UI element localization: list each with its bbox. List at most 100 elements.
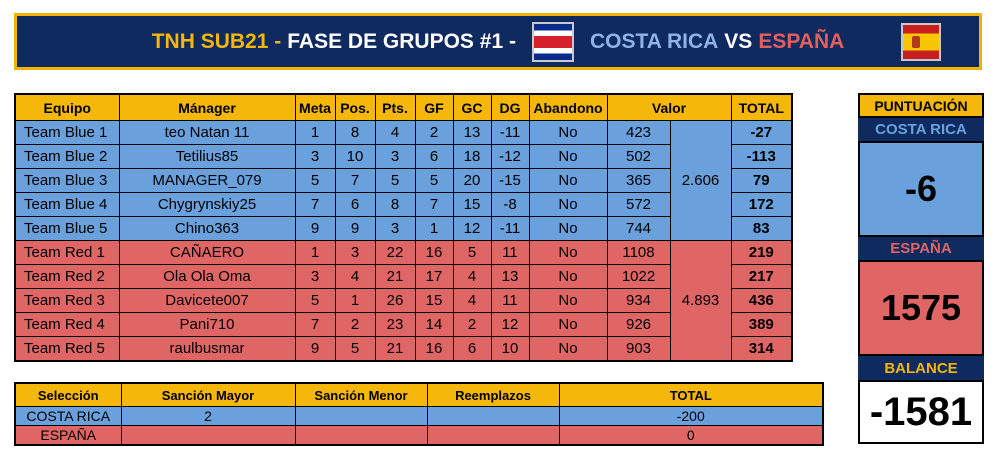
header-equipo: Equipo [14, 93, 120, 121]
spain-flag-icon [901, 23, 941, 61]
table-cell: 5 [414, 168, 454, 193]
table-row: Team Red 4 Pani710 7 2 23 14 2 12 No 926 389 [14, 312, 793, 337]
header-abandono: Abandono [528, 93, 608, 121]
sanction-cell: 0 [558, 425, 824, 446]
table-cell: 8 [374, 192, 416, 217]
results-table: Equipo Mánager Meta Pos. Pts. GF GC DG A… [14, 93, 793, 362]
table-cell: 5 [294, 288, 336, 313]
match-title: TNH SUB21 - FASE DE GRUPOS #1 - COSTA RI… [152, 21, 845, 62]
table-row: Team Blue 1 teo Natan 11 1 8 4 2 13 -11 No 423 2.6… [14, 120, 793, 241]
table-cell: 22 [374, 240, 416, 265]
table-cell: 11 [490, 240, 530, 265]
table-cell: 7 [294, 312, 336, 337]
header-sanction-total: TOTAL [558, 382, 824, 407]
table-row: Team Red 3 Davicete007 5 1 26 15 4 11 No 934 436 [14, 288, 793, 313]
sanction-cell [294, 425, 428, 446]
group-value-total: 2.606 [669, 120, 732, 241]
table-cell: 1022 [606, 264, 671, 289]
table-cell: 1 [294, 240, 336, 265]
title-team-a: COSTA RICA [589, 29, 719, 53]
table-cell: 4 [452, 264, 492, 289]
table-cell: 9 [294, 336, 336, 362]
table-cell: -11 [490, 216, 530, 241]
table-cell: No [528, 336, 608, 362]
sanction-cell: 2 [120, 406, 296, 426]
table-cell: 7 [334, 168, 376, 193]
table-cell: 12 [452, 216, 492, 241]
table-cell: -8 [490, 192, 530, 217]
table-cell: No [528, 144, 608, 169]
table-cell: raulbusmar [118, 336, 296, 362]
table-cell: Ola Ola Oma [118, 264, 296, 289]
table-cell: 17 [414, 264, 454, 289]
table-cell: Chino363 [118, 216, 296, 241]
score-panel-title: PUNTUACIÓN [858, 93, 984, 118]
table-cell: 4 [334, 264, 376, 289]
table-cell: 3 [334, 240, 376, 265]
table-cell: 389 [730, 312, 793, 337]
table-cell: 21 [374, 264, 416, 289]
table-cell: 14 [414, 312, 454, 337]
table-cell: 5 [334, 336, 376, 362]
results-header-row: Equipo Mánager Meta Pos. Pts. GF GC DG A… [14, 93, 793, 121]
score-team-a-label: COSTA RICA [858, 118, 984, 141]
table-cell: No [528, 264, 608, 289]
group-value-total: 4.893 [669, 240, 732, 362]
header-dg: DG [490, 93, 530, 121]
table-cell: -11 [490, 120, 530, 145]
header-gc: GC [452, 93, 492, 121]
sanction-cell: -200 [558, 406, 824, 426]
score-team-b: 1575 [858, 260, 984, 356]
table-cell: 20 [452, 168, 492, 193]
table-cell: Team Red 1 [14, 240, 120, 265]
table-cell: -15 [490, 168, 530, 193]
table-cell: Team Blue 3 [14, 168, 120, 193]
table-row: Team Red 5 raulbusmar 9 5 21 16 6 10 No 903 314 [14, 336, 793, 362]
table-cell: 4 [452, 288, 492, 313]
table-cell: 5 [452, 240, 492, 265]
table-cell: Team Red 4 [14, 312, 120, 337]
table-cell: 18 [452, 144, 492, 169]
table-cell: 3 [374, 216, 416, 241]
header-sancion-menor: Sanción Menor [294, 382, 428, 407]
table-cell: 5 [374, 168, 416, 193]
table-cell: 10 [334, 144, 376, 169]
table-cell: 10 [490, 336, 530, 362]
table-cell: 217 [730, 264, 793, 289]
table-cell: 13 [452, 120, 492, 145]
table-cell: 23 [374, 312, 416, 337]
table-cell: 6 [334, 192, 376, 217]
table-cell: No [528, 216, 608, 241]
table-cell: Team Blue 1 [14, 120, 120, 145]
table-cell: 7 [414, 192, 454, 217]
table-cell: 6 [414, 144, 454, 169]
header-pos: Pos. [334, 93, 376, 121]
table-cell: 4 [374, 120, 416, 145]
table-cell: 13 [490, 264, 530, 289]
table-cell: No [528, 192, 608, 217]
header-manager: Mánager [118, 93, 296, 121]
title-vs: VS [724, 29, 753, 53]
table-cell: 2 [334, 312, 376, 337]
table-cell: 502 [606, 144, 671, 169]
table-cell: CAÑAERO [118, 240, 296, 265]
table-cell: MANAGER_079 [118, 168, 296, 193]
title-team-b: ESPAÑA [758, 29, 845, 53]
table-cell: 15 [452, 192, 492, 217]
balance-label: BALANCE [858, 356, 984, 380]
table-cell: No [528, 168, 608, 193]
sanction-cell [426, 425, 560, 446]
table-cell: 7 [294, 192, 336, 217]
costa-rica-flag-icon [531, 21, 574, 62]
header-meta: Meta [294, 93, 336, 121]
table-cell: Chygrynskiy25 [118, 192, 296, 217]
table-cell: 314 [730, 336, 793, 362]
table-cell: 5 [294, 168, 336, 193]
table-row: Team Blue 3 MANAGER_079 5 7 5 5 20 -15 No 365 79 [14, 168, 793, 193]
table-cell: 365 [606, 168, 671, 193]
table-cell: 26 [374, 288, 416, 313]
table-cell: Team Blue 5 [14, 216, 120, 241]
sanction-cell [426, 406, 560, 426]
header-sancion-mayor: Sanción Mayor [120, 382, 296, 407]
header-gf: GF [414, 93, 454, 121]
